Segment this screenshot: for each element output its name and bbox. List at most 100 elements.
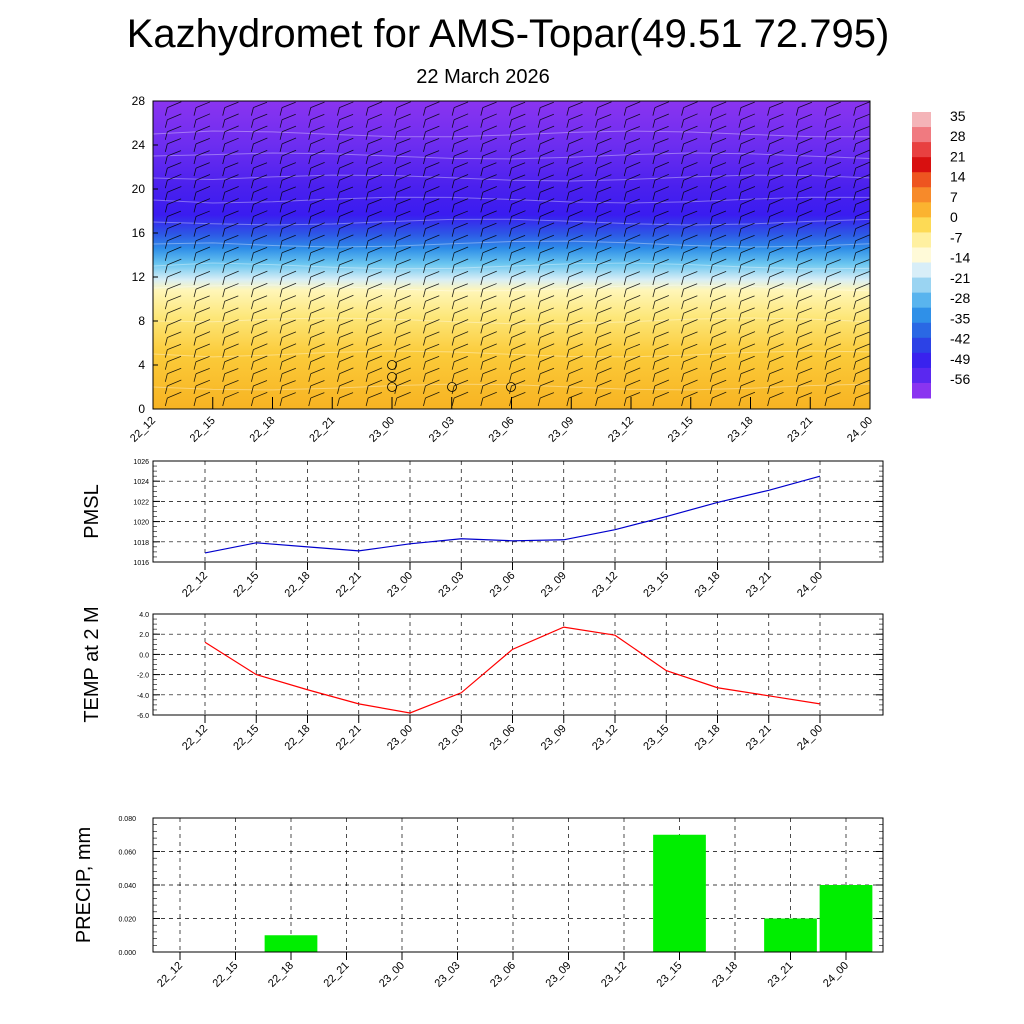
- wind-barb: [826, 282, 842, 290]
- wind-barb: [396, 391, 411, 399]
- x-tick-label: 22_21: [307, 415, 337, 445]
- wind-barb-staff: [423, 337, 426, 346]
- wind-barb: [339, 259, 354, 266]
- wind-barb-staff: [164, 143, 168, 152]
- wind-barb-staff: [623, 373, 627, 382]
- wind-barb: [453, 343, 469, 350]
- wind-barb-staff: [509, 373, 512, 382]
- wind-barb-staff: [709, 143, 713, 152]
- wind-barb-staff: [738, 313, 742, 322]
- wind-barb: [740, 101, 755, 108]
- wind-barb: [253, 331, 268, 338]
- wind-barb-staff: [451, 397, 455, 407]
- wind-barb: [253, 113, 268, 121]
- wind-barb-staff: [480, 301, 484, 310]
- wind-barb-staff: [595, 168, 598, 177]
- wind-barb-staff: [279, 119, 283, 128]
- wind-barb: [798, 367, 813, 375]
- wind-barb-staff: [222, 216, 226, 225]
- wind-barb-staff: [308, 168, 312, 177]
- wind-barb: [798, 234, 813, 242]
- wind-barb: [683, 113, 698, 121]
- wind-barb-staff: [681, 337, 684, 346]
- colorbar-swatch: [912, 202, 931, 218]
- wind-barb: [396, 101, 411, 108]
- wind-barb-staff: [537, 349, 541, 358]
- wind-barb: [482, 125, 497, 133]
- wind-barb-staff: [853, 240, 857, 249]
- wind-barb: [540, 174, 554, 181]
- wind-barb-staff: [623, 397, 627, 407]
- wind-barb: [769, 113, 784, 121]
- wind-barb: [482, 270, 497, 278]
- colorbar-label: 28: [950, 128, 966, 144]
- wind-barb-staff: [480, 373, 484, 382]
- wind-barb: [798, 380, 813, 387]
- wind-barb-staff: [595, 337, 598, 346]
- wind-barb-staff: [681, 107, 684, 116]
- wind-barb: [769, 319, 784, 326]
- wind-barb-staff: [423, 180, 426, 189]
- wind-barb: [683, 246, 698, 254]
- wind-barb-staff: [652, 361, 656, 370]
- wind-barb: [511, 282, 526, 290]
- wind-barb: [769, 125, 784, 133]
- wind-barb: [712, 113, 727, 121]
- wind-barb-staff: [308, 240, 312, 249]
- wind-barb-staff: [537, 131, 541, 140]
- wind-barb: [224, 150, 239, 157]
- wind-barb-staff: [279, 325, 283, 334]
- wind-barb-staff: [250, 337, 254, 346]
- wind-barb: [396, 319, 411, 326]
- wind-barb: [740, 125, 756, 133]
- wind-barb: [798, 319, 813, 326]
- wind-barb: [626, 307, 641, 314]
- wind-barb-staff: [308, 180, 312, 189]
- wind-barb-staff: [853, 373, 857, 382]
- wind-barb: [339, 222, 354, 229]
- wind-barb-staff: [451, 131, 455, 140]
- wind-barb-staff: [595, 119, 598, 128]
- wind-barb: [511, 380, 526, 387]
- wind-barb: [195, 234, 210, 242]
- wind-barb-staff: [767, 204, 771, 213]
- wind-barb: [540, 270, 555, 278]
- wind-barb-staff: [566, 361, 570, 370]
- wind-barb-staff: [595, 313, 598, 322]
- wind-barb-staff: [337, 131, 340, 140]
- wind-barb-staff: [164, 325, 168, 334]
- wind-barb-staff: [509, 385, 512, 394]
- wind-barb: [568, 270, 583, 278]
- wind-barb: [826, 247, 841, 254]
- wind-barb: [367, 101, 383, 108]
- wind-barb-staff: [738, 107, 742, 116]
- wind-barb-staff: [537, 276, 541, 286]
- wind-barb: [482, 355, 497, 363]
- wind-barb-staff: [509, 252, 512, 261]
- wind-barb-staff: [681, 349, 684, 358]
- wind-barb-staff: [652, 107, 656, 116]
- wind-barb-staff: [308, 252, 312, 261]
- wind-barb: [826, 101, 841, 108]
- wind-barb: [367, 271, 382, 278]
- wind-barb-staff: [795, 385, 799, 394]
- wind-barb: [712, 234, 727, 242]
- wind-barb-staff: [824, 385, 828, 394]
- wind-barb-staff: [824, 119, 828, 128]
- wind-barb: [425, 258, 440, 266]
- wind-barb: [425, 138, 440, 145]
- wind-barb: [310, 259, 325, 266]
- wind-barb-staff: [537, 107, 541, 116]
- wind-barb: [798, 101, 813, 108]
- wind-barb-staff: [480, 216, 484, 225]
- wind-barb: [597, 113, 612, 121]
- wind-barb: [740, 186, 756, 193]
- colorbar-swatch: [912, 217, 931, 233]
- wind-barb-staff: [652, 385, 656, 394]
- wind-barb-staff: [795, 155, 799, 165]
- wind-barb-staff: [480, 264, 484, 273]
- wind-barb-staff: [509, 216, 512, 225]
- wind-barb-staff: [623, 276, 627, 286]
- wind-barb: [453, 379, 469, 387]
- wind-barb-staff: [537, 385, 541, 394]
